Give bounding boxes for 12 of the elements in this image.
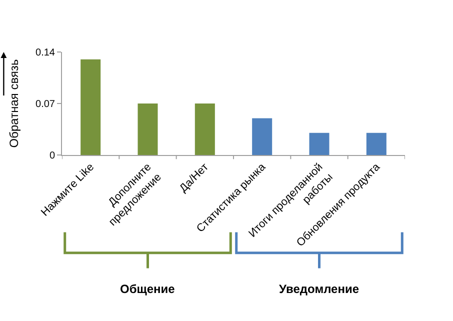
bar	[309, 132, 330, 155]
bar	[194, 104, 215, 155]
bar	[138, 104, 158, 155]
bar	[366, 132, 386, 155]
y-tick-label: 0	[49, 150, 56, 162]
text: Общение	[120, 282, 176, 296]
bar	[252, 118, 272, 155]
bar	[80, 59, 101, 155]
y-tick-label: 0.14	[36, 48, 56, 58]
y-axis-title: Обратная связь	[6, 59, 21, 148]
y-tick-label: 0.07	[36, 99, 56, 110]
text: Уведомление	[279, 282, 360, 296]
